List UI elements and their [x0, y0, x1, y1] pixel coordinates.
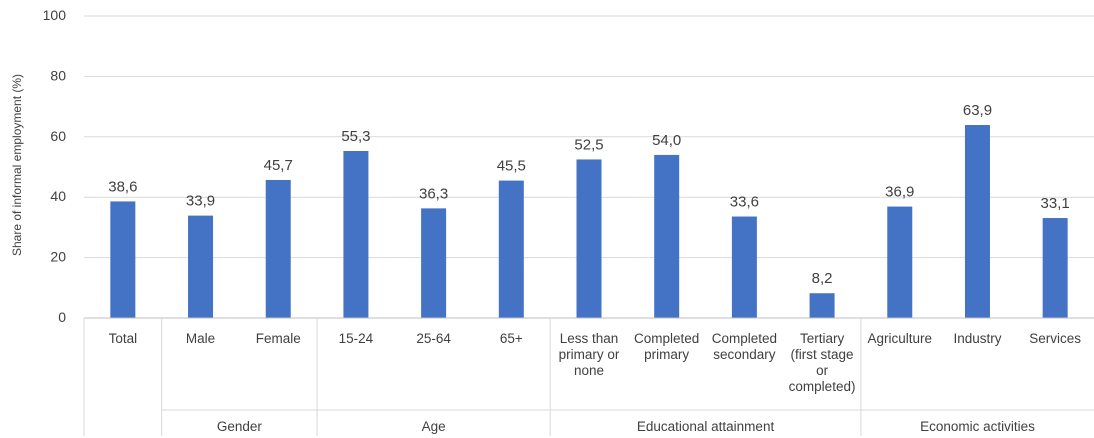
data-label: 33,6 [730, 194, 759, 211]
x-tick-label: Services [1029, 331, 1081, 346]
x-tick-label: 25-64 [416, 331, 451, 346]
y-tick-label: 100 [43, 7, 67, 23]
bar [576, 159, 602, 318]
x-tick-label: 65+ [500, 331, 523, 346]
data-label: 63,9 [963, 102, 992, 119]
bar [1042, 218, 1068, 318]
data-label: 45,5 [497, 158, 526, 175]
x-tick-label: Industry [953, 331, 1001, 346]
group-label: Educational attainment [637, 419, 775, 434]
y-axis-label: Share of informal employment (%) [10, 74, 24, 256]
x-axis-group-labels: Gender Age Educational attainment Economic … [217, 419, 1035, 434]
data-label: 33,9 [186, 193, 215, 210]
data-label: 55,3 [341, 128, 370, 145]
data-labels: 38,6 33,9 45,7 55,3 36,3 45,5 52,5 54,0 33,6 8,2 3… [108, 102, 1070, 287]
data-label: 54,0 [652, 132, 681, 149]
group-label: Economic activities [920, 419, 1035, 434]
data-label: 45,7 [264, 157, 293, 174]
data-label: 33,1 [1041, 195, 1070, 212]
data-label: 52,5 [574, 136, 603, 153]
group-label: Gender [217, 419, 263, 434]
bar [964, 125, 990, 318]
bar [421, 208, 447, 318]
bar [188, 215, 214, 318]
x-tick-label: 15-24 [339, 331, 374, 346]
x-axis [83, 317, 1094, 436]
y-tick-label: 80 [50, 67, 66, 83]
x-tick-label: Female [256, 331, 301, 346]
bar [809, 293, 835, 318]
y-tick-label: 60 [50, 128, 66, 144]
x-tick-label: Completed secondary [712, 331, 777, 362]
bar [265, 179, 291, 318]
x-tick-label: Tertiary (first stage or completed) [789, 331, 856, 394]
bar [498, 180, 524, 318]
data-label: 38,6 [108, 178, 137, 195]
bar [654, 154, 680, 318]
y-tick-label: 20 [50, 249, 66, 265]
x-tick-label: Total [109, 331, 138, 346]
x-tick-label: Completed primary [634, 331, 699, 362]
bar [887, 206, 913, 318]
y-tick-label: 0 [58, 309, 66, 325]
gridlines [84, 15, 1094, 259]
group-label: Age [422, 419, 446, 434]
x-axis-category-labels: Total Male Female 15-24 25-64 65+ Less than pri… [109, 331, 1082, 394]
data-label: 36,3 [419, 185, 448, 202]
y-tick-label: 40 [50, 188, 66, 204]
bar [731, 216, 757, 318]
x-tick-label: Less than primary or none [559, 331, 620, 378]
bar [110, 201, 136, 318]
data-label: 36,9 [885, 184, 914, 201]
data-label: 8,2 [812, 270, 833, 287]
y-axis-ticks: 0 20 40 60 80 100 [43, 7, 67, 325]
x-tick-label: Male [186, 331, 215, 346]
bars [110, 125, 1068, 318]
x-tick-label: Agriculture [868, 331, 933, 346]
bar [343, 150, 369, 318]
